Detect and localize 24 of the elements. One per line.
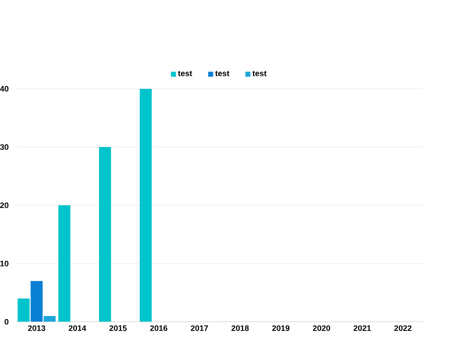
bar — [30, 281, 43, 322]
x-tick-label: 2020 — [312, 325, 330, 331]
y-tick-label: 30 — [0, 144, 8, 150]
bar — [58, 205, 70, 322]
bar — [140, 88, 152, 322]
legend-label: test — [215, 70, 230, 76]
bar — [18, 298, 30, 322]
x-tick-label: 2019 — [272, 325, 290, 331]
legend-label: test — [252, 70, 267, 76]
bar — [44, 316, 56, 322]
y-tick-label: 0 — [4, 318, 8, 325]
x-tick-label: 2014 — [68, 325, 86, 331]
x-tick-label: 2022 — [394, 325, 412, 331]
x-tick-label: 2018 — [232, 325, 249, 331]
x-tick-label: 2016 — [150, 325, 168, 331]
x-tick-label: 2013 — [28, 325, 46, 331]
x-tick-label: 2021 — [354, 325, 371, 331]
bar — [99, 147, 112, 322]
legend-label: test — [178, 70, 192, 76]
x-tick-label: 2015 — [109, 325, 127, 331]
y-tick-label: 10 — [0, 260, 8, 266]
x-tick-label: 2017 — [190, 325, 208, 331]
y-tick-label: 20 — [0, 202, 8, 208]
y-tick-label: 40 — [0, 86, 8, 92]
